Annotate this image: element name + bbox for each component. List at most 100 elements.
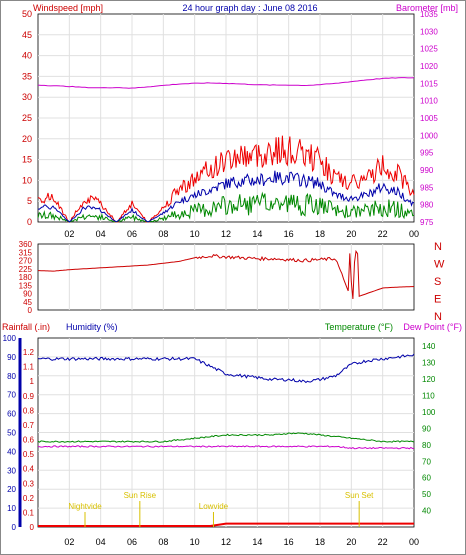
humidity-tick-label: 90	[7, 353, 16, 362]
x-tick-label: 16	[284, 229, 294, 239]
windspeed-tick-label: 40	[22, 51, 32, 61]
direction-tick-label: 45	[23, 298, 32, 307]
x-tick-label: 10	[190, 229, 200, 239]
temperature-tick-label: 130	[422, 359, 436, 368]
x-tick-label: 14	[252, 229, 262, 239]
humidity-tick-label: 60	[7, 410, 16, 419]
annotation-label: Sun Set	[345, 491, 374, 500]
temperature-tick-label: 50	[422, 490, 431, 499]
barometer-tick-label: 1015	[420, 79, 438, 88]
barometer-tick-label: 1025	[420, 45, 438, 54]
temperature-tick-label: 90	[422, 424, 431, 433]
compass-label: E	[434, 294, 441, 306]
x-tick-label: 16	[284, 537, 294, 547]
temperature-tick-label: 60	[422, 474, 431, 483]
temperature-tick-label: 70	[422, 457, 431, 466]
humidity-tick-label: 30	[7, 466, 16, 475]
humidity-tick-label: 100	[3, 334, 17, 343]
windspeed-tick-label: 25	[22, 113, 32, 123]
humidity-tick-label: 10	[7, 504, 16, 513]
temperature-tick-label: 120	[422, 375, 436, 384]
humidity-tick-label: 80	[7, 372, 16, 381]
x-tick-label: 18	[315, 537, 325, 547]
dewpoint-line	[37, 445, 415, 450]
temperature-line	[37, 432, 415, 443]
x-tick-label: 00	[409, 229, 419, 239]
rainfall-tick-label: 0.5	[23, 450, 35, 459]
rainfall-tick-label: 0.2	[23, 494, 35, 503]
compass-label: W	[434, 259, 445, 271]
x-tick-label: 02	[64, 229, 74, 239]
barometer-tick-label: 985	[420, 183, 434, 192]
direction-tick-label: 135	[19, 281, 33, 290]
x-tick-label: 14	[252, 537, 262, 547]
temperature-tick-label: 140	[422, 342, 436, 351]
direction-tick-label: 0	[28, 306, 33, 315]
barometer-title: Barometer [mb]	[396, 3, 458, 13]
direction-tick-label: 180	[19, 273, 33, 282]
windspeed-tick-label: 50	[22, 9, 32, 19]
direction-tick-label: 360	[19, 240, 33, 249]
temperature-tick-label: 100	[422, 408, 436, 417]
rainfall-tick-label: 0.9	[23, 392, 35, 401]
annotation-label: Lowvide	[199, 502, 229, 511]
humidity-line	[37, 353, 415, 384]
barometer-tick-label: 1000	[420, 131, 438, 140]
temperature-tick-label: 110	[422, 392, 435, 401]
compass-label: N	[434, 241, 442, 253]
barometer-tick-label: 990	[420, 166, 434, 175]
x-tick-label: 04	[96, 537, 106, 547]
direction-tick-label: 315	[19, 248, 33, 257]
x-tick-label: 08	[158, 537, 168, 547]
barometer-tick-label: 1030	[420, 27, 438, 36]
windspeed-barometer-panel: 0510152025303540455097598098599099510001…	[22, 9, 438, 239]
rainfall-tick-label: 0.1	[23, 508, 35, 517]
rainfall-line	[38, 522, 414, 527]
windspeed-title: Windspeed [mph]	[33, 3, 103, 13]
x-tick-label: 20	[346, 537, 356, 547]
barometer-tick-label: 975	[420, 218, 434, 227]
x-tick-label: 06	[127, 229, 137, 239]
rainfall-tick-label: 0.8	[23, 406, 35, 415]
windspeed-tick-label: 15	[22, 155, 32, 165]
rainfall-tick-label: 0.3	[23, 479, 35, 488]
windspeed-tick-label: 0	[27, 217, 32, 227]
direction-tick-label: 270	[19, 257, 33, 266]
temperature-tick-label: 80	[422, 441, 431, 450]
x-tick-label: 22	[378, 537, 388, 547]
barometer-tick-label: 1035	[420, 10, 438, 19]
windspeed-gust-line	[37, 135, 415, 223]
compass-label: N	[434, 311, 442, 323]
temperature-axis-label: Temperature (°F)	[325, 322, 393, 332]
barometer-tick-label: 1010	[420, 97, 438, 106]
humidity-axis-label: Humidity (%)	[66, 322, 118, 332]
windspeed-tick-label: 30	[22, 92, 32, 102]
rainfall-tick-label: 0.4	[23, 465, 35, 474]
direction-tick-label: 90	[23, 290, 32, 299]
barometer-line	[37, 77, 415, 89]
rainfall-tick-label: 1.1	[23, 363, 35, 372]
x-tick-label: 12	[221, 229, 231, 239]
rainfall-tick-label: 1.2	[23, 348, 35, 357]
windspeed-tick-label: 20	[22, 134, 32, 144]
barometer-tick-label: 1005	[420, 114, 438, 123]
compass-label: S	[434, 276, 441, 288]
barometer-tick-label: 980	[420, 201, 434, 210]
direction-tick-label: 225	[19, 265, 33, 274]
annotation-label: Nightvide	[68, 502, 102, 511]
x-tick-label: 00	[409, 537, 419, 547]
windspeed-tick-label: 5	[27, 196, 32, 206]
annotation-label: Sun Rise	[124, 491, 157, 500]
x-tick-label: 06	[127, 537, 137, 547]
temperature-tick-label: 40	[422, 507, 431, 516]
humidity-tick-label: 0	[12, 523, 17, 532]
windspeed-low-line	[37, 191, 415, 223]
x-tick-label: 18	[315, 229, 325, 239]
x-tick-label: 10	[190, 537, 200, 547]
rainfall-axis-label: Rainfall (.in)	[2, 322, 50, 332]
dewpoint-axis-label: Dew Point (°F)	[403, 322, 462, 332]
rainfall-tick-label: 0	[30, 523, 35, 532]
temperature-humidity-panel: 010203040506070809010000.10.20.30.40.50.…	[3, 334, 436, 547]
